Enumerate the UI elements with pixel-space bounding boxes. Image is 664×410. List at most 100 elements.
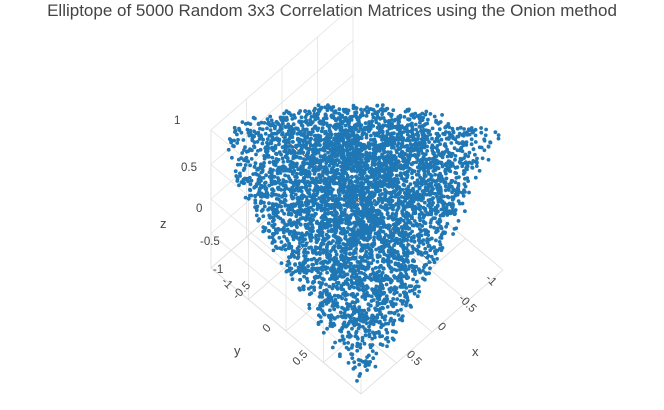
data-point — [410, 171, 414, 176]
data-point — [311, 129, 315, 134]
data-point — [445, 154, 450, 159]
data-point — [363, 297, 368, 301]
data-point — [279, 200, 284, 205]
data-point — [371, 124, 376, 128]
data-point — [252, 140, 257, 145]
data-point — [325, 261, 330, 265]
data-point — [329, 132, 334, 137]
data-point — [283, 247, 288, 252]
data-point — [357, 129, 361, 134]
data-point — [252, 165, 257, 169]
data-point — [328, 318, 333, 322]
data-point — [342, 341, 347, 346]
data-point — [299, 172, 304, 177]
data-point — [285, 159, 290, 164]
data-point — [463, 176, 467, 181]
data-point — [377, 331, 382, 336]
data-point — [329, 249, 333, 254]
data-point — [329, 170, 334, 175]
data-point — [264, 173, 268, 178]
data-point — [303, 254, 308, 258]
data-point — [328, 308, 332, 313]
data-point — [428, 248, 433, 253]
data-point — [360, 154, 365, 159]
data-point — [254, 213, 259, 218]
data-point — [318, 180, 323, 185]
data-point — [433, 179, 437, 184]
data-point — [371, 175, 375, 180]
data-point — [322, 208, 327, 212]
data-point — [232, 144, 236, 149]
data-point — [255, 167, 259, 172]
data-point — [427, 260, 432, 265]
data-point — [367, 324, 371, 329]
data-point — [469, 142, 474, 147]
data-point — [242, 181, 247, 186]
data-point — [345, 111, 350, 116]
data-point — [413, 272, 417, 277]
data-point — [284, 132, 289, 137]
data-point — [387, 126, 392, 131]
data-point — [426, 212, 430, 217]
data-point — [338, 310, 343, 315]
data-point — [238, 162, 243, 167]
data-point — [466, 154, 471, 159]
data-point — [327, 125, 332, 129]
data-point — [334, 118, 338, 123]
data-point — [350, 326, 354, 331]
data-point — [464, 143, 469, 147]
gridline — [210, 267, 362, 395]
data-point — [405, 175, 410, 180]
data-point — [281, 168, 286, 173]
gridline — [210, 5, 354, 131]
data-point — [363, 333, 368, 338]
data-point — [237, 183, 241, 188]
data-point — [426, 244, 431, 249]
data-point — [304, 203, 309, 208]
data-point — [440, 164, 445, 169]
data-point — [284, 125, 288, 129]
data-point — [309, 257, 314, 262]
data-point — [385, 150, 390, 155]
data-point — [440, 155, 445, 160]
data-point — [384, 163, 389, 168]
data-point — [438, 213, 443, 218]
data-point — [435, 257, 439, 261]
data-point — [318, 143, 322, 148]
data-point — [415, 279, 419, 284]
data-point — [370, 336, 375, 341]
data-point — [385, 330, 390, 335]
data-point — [336, 245, 341, 250]
data-point — [429, 163, 433, 167]
data-point — [291, 156, 296, 161]
data-point — [380, 343, 385, 347]
data-point — [335, 304, 340, 309]
data-point — [391, 217, 395, 222]
data-point — [426, 166, 431, 171]
data-point — [298, 222, 303, 227]
data-point — [422, 200, 427, 205]
data-point — [424, 192, 429, 197]
data-point — [265, 117, 270, 121]
data-point — [380, 130, 385, 135]
data-point — [248, 122, 253, 126]
data-point — [325, 326, 329, 331]
data-point — [450, 205, 455, 210]
data-point — [250, 148, 254, 153]
data-point — [379, 325, 383, 330]
data-point — [319, 129, 324, 134]
data-point — [253, 194, 258, 199]
data-point — [416, 244, 421, 249]
data-point — [423, 174, 428, 178]
data-point — [243, 122, 248, 126]
data-point — [335, 163, 340, 168]
data-point — [370, 244, 375, 249]
data-point — [330, 324, 335, 329]
data-point — [347, 246, 352, 251]
data-point — [414, 127, 418, 132]
data-point — [439, 236, 444, 240]
data-point — [460, 164, 465, 169]
data-point — [398, 293, 402, 298]
data-point — [287, 140, 291, 145]
